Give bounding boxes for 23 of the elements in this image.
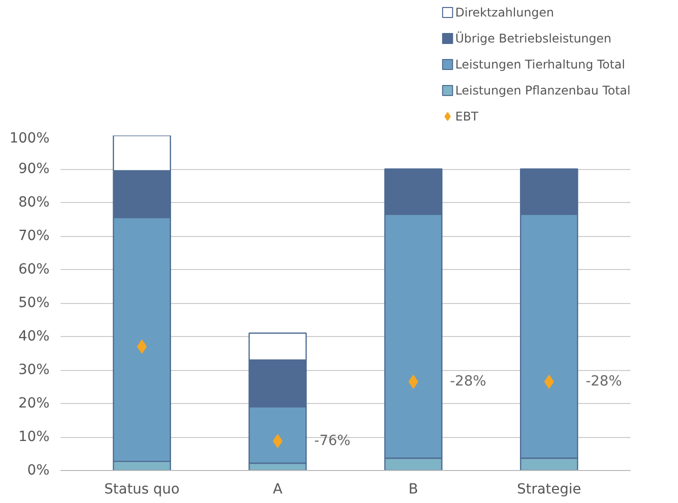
y-tick-label: 70% bbox=[18, 228, 50, 244]
y-tick-label: 0% bbox=[27, 462, 50, 478]
annotation: -28% bbox=[586, 374, 622, 390]
x-tick-label: Status quo bbox=[104, 482, 180, 498]
annotation: -28% bbox=[450, 374, 486, 390]
y-tick-label: 40% bbox=[18, 328, 50, 344]
x-tick-label: B bbox=[408, 482, 418, 498]
annotation: -76% bbox=[314, 433, 350, 450]
y-tick-label: 90% bbox=[18, 161, 50, 177]
x-tick-label: Strategie bbox=[516, 482, 582, 498]
legend-label: Übrige Betriebsleistungen bbox=[455, 32, 612, 46]
legend-label: EBT bbox=[455, 110, 480, 124]
y-tick-label: 60% bbox=[18, 262, 50, 278]
legend-label: Leistungen Tierhaltung Total bbox=[455, 58, 626, 72]
y-tick-label: 30% bbox=[18, 362, 50, 378]
y-tick-label: 80% bbox=[18, 194, 50, 210]
x-tick-label: A bbox=[272, 482, 283, 498]
y-tick-label: 100% bbox=[9, 130, 50, 146]
y-tick-label: 50% bbox=[18, 295, 50, 311]
legend-label: Direktzahlungen bbox=[455, 6, 554, 20]
y-tick-label: 10% bbox=[18, 429, 50, 445]
y-tick-label: 20% bbox=[18, 396, 50, 412]
legend-label: Leistungen Pflanzenbau Total bbox=[455, 84, 630, 98]
